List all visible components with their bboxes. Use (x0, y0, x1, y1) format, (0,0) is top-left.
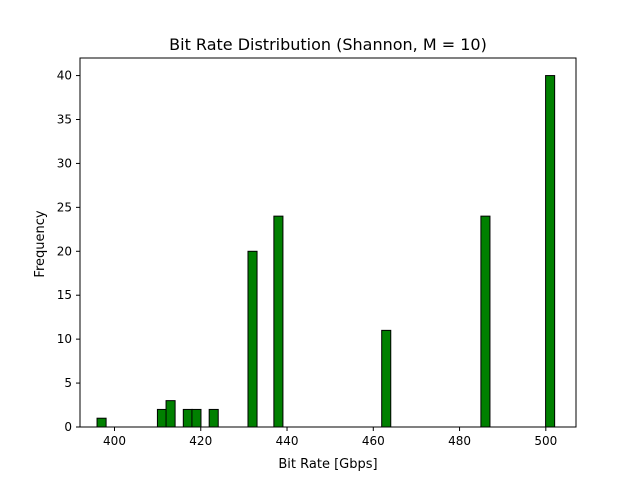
bar-7 (273, 215, 284, 428)
bars-group (96, 75, 556, 428)
bar-3 (182, 408, 193, 428)
x-axis-label: Bit Rate [Gbps] (278, 457, 377, 472)
x-tick-label-3: 460 (362, 434, 385, 448)
bar-6 (247, 250, 258, 428)
y-axis-label: Frequency (33, 210, 48, 277)
y-tick-label-2: 10 (57, 332, 72, 346)
bar-0 (96, 417, 107, 428)
bar-8 (381, 329, 392, 428)
y-ticks: 0 5 10 15 20 25 30 35 40 (57, 69, 80, 434)
x-tick-label-2: 440 (276, 434, 299, 448)
y-tick-label-7: 35 (57, 113, 72, 127)
bar-5 (208, 408, 219, 428)
bar-10 (545, 75, 556, 428)
y-tick-label-0: 0 (64, 420, 72, 434)
y-tick-label-4: 20 (57, 244, 72, 258)
x-tick-label-1: 420 (189, 434, 212, 448)
axes-group (79, 57, 577, 428)
plot-frame (79, 57, 577, 428)
y-tick-label-8: 40 (57, 69, 72, 83)
y-tick-label-3: 15 (57, 288, 72, 302)
bar-9 (480, 215, 491, 428)
bar-4 (191, 408, 202, 428)
x-ticks: 400 420 440 460 480 500 (103, 427, 557, 448)
x-tick-label-4: 480 (448, 434, 471, 448)
chart-title: Bit Rate Distribution (Shannon, M = 10) (169, 35, 487, 54)
bar-1 (156, 408, 167, 428)
bar-2 (165, 400, 176, 428)
y-tick-label-1: 5 (64, 376, 72, 390)
y-tick-label-5: 25 (57, 200, 72, 214)
y-tick-label-6: 30 (57, 156, 72, 170)
x-tick-label-0: 400 (103, 434, 126, 448)
x-tick-label-5: 500 (534, 434, 557, 448)
